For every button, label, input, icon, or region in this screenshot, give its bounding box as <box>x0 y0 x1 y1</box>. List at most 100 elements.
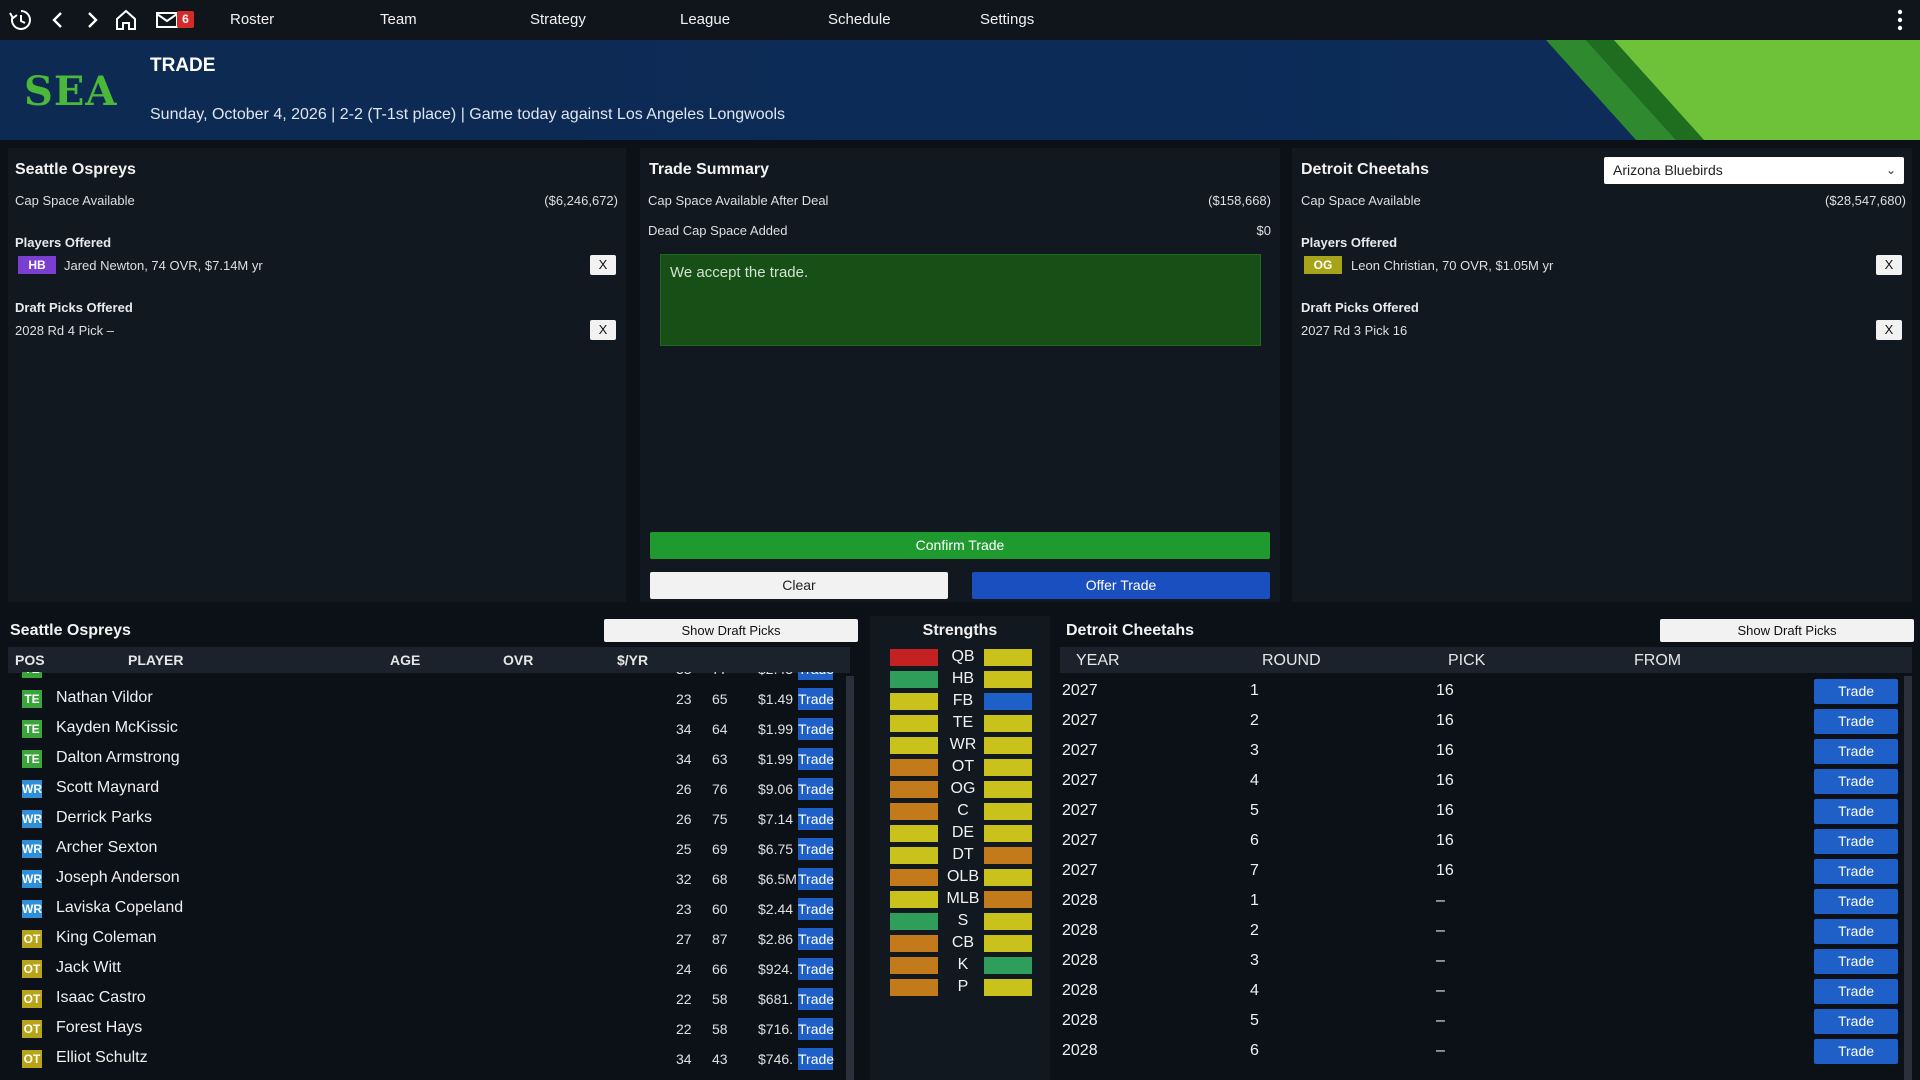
show-draft-picks-button[interactable]: Show Draft Picks <box>604 619 858 642</box>
player-name[interactable]: Joseph Anderson <box>56 869 180 886</box>
trade-button[interactable]: Trade <box>798 988 834 1010</box>
roster-scrollbar[interactable] <box>846 676 854 1080</box>
col-salary[interactable]: $/YR <box>617 652 649 668</box>
col-player[interactable]: PLAYER <box>128 652 184 668</box>
col-pick[interactable]: PICK <box>1448 652 1486 669</box>
player-name[interactable]: Nathan Vildor <box>56 689 153 706</box>
picks-scrollbar[interactable] <box>1904 676 1912 1080</box>
trade-button[interactable]: Trade <box>1814 1009 1898 1034</box>
table-row[interactable]: 2027 2 16 Trade <box>1060 706 1900 736</box>
player-name[interactable]: Isaac Castro <box>56 989 146 1006</box>
player-name[interactable]: Scott Maynard <box>56 779 160 796</box>
col-ovr[interactable]: OVR <box>503 652 534 668</box>
table-row[interactable]: OT Isaac Castro 22 58 $681. Trade <box>8 984 848 1014</box>
table-row[interactable]: TE Kayden McKissic 34 64 $1.99 Trade <box>8 714 848 744</box>
table-row[interactable]: OT Jack Witt 24 66 $924. Trade <box>8 954 848 984</box>
table-row[interactable]: OT King Coleman 27 87 $2.86 Trade <box>8 924 848 954</box>
trade-button[interactable]: Trade <box>1814 919 1898 944</box>
table-row[interactable]: 2027 5 16 Trade <box>1060 796 1900 826</box>
player-name[interactable]: Forest Hays <box>56 1019 143 1036</box>
trade-button[interactable]: Trade <box>1814 829 1898 854</box>
player-name[interactable]: Dalton Armstrong <box>56 749 180 766</box>
table-row[interactable]: 2028 1 – Trade <box>1060 886 1900 916</box>
table-row[interactable]: 2027 4 16 Trade <box>1060 766 1900 796</box>
more-menu-icon[interactable] <box>1890 8 1910 32</box>
table-row[interactable]: TE Dalton Armstrong 34 63 $1.99 Trade <box>8 744 848 774</box>
table-row[interactable]: 2028 4 – Trade <box>1060 976 1900 1006</box>
forward-icon[interactable] <box>80 8 104 32</box>
table-row[interactable]: WR Archer Sexton 25 69 $6.75 Trade <box>8 834 848 864</box>
table-row[interactable]: 2028 3 – Trade <box>1060 946 1900 976</box>
remove-player-button[interactable]: X <box>590 255 616 275</box>
player-name[interactable]: King Coleman <box>56 929 157 946</box>
trade-button[interactable]: Trade <box>1814 769 1898 794</box>
confirm-trade-button[interactable]: Confirm Trade <box>650 532 1270 559</box>
remove-pick-button[interactable]: X <box>1876 320 1902 340</box>
col-year[interactable]: YEAR <box>1076 652 1120 669</box>
nav-league[interactable]: League <box>680 11 731 28</box>
player-name[interactable]: Kayden McKissic <box>56 719 178 736</box>
offer-trade-button[interactable]: Offer Trade <box>972 572 1270 599</box>
nav-strategy[interactable]: Strategy <box>530 11 586 28</box>
trade-button[interactable]: Trade <box>798 748 834 770</box>
trade-button[interactable]: Trade <box>798 868 834 890</box>
col-age[interactable]: AGE <box>390 652 421 668</box>
table-row[interactable]: WR Scott Maynard 26 76 $9.06 Trade <box>8 774 848 804</box>
trade-button[interactable]: Trade <box>798 718 834 740</box>
trade-button[interactable]: Trade <box>1814 859 1898 884</box>
table-row[interactable]: 2028 6 – Trade <box>1060 1036 1900 1066</box>
table-row[interactable]: 2027 1 16 Trade <box>1060 676 1900 706</box>
trade-button[interactable]: Trade <box>1814 979 1898 1004</box>
player-name[interactable]: Archer Sexton <box>56 839 158 856</box>
col-round[interactable]: ROUND <box>1262 652 1321 669</box>
player-name[interactable]: Elliot Schultz <box>56 1049 148 1066</box>
trade-button[interactable]: Trade <box>798 928 834 950</box>
trade-button[interactable]: Trade <box>1814 799 1898 824</box>
player-name[interactable]: Juwan Melendez <box>56 672 176 677</box>
show-draft-picks-button[interactable]: Show Draft Picks <box>1660 619 1914 642</box>
trade-button[interactable]: Trade <box>1814 739 1898 764</box>
trade-button[interactable]: Trade <box>798 808 834 830</box>
team-select-dropdown[interactable]: Arizona Bluebirds ⌄ <box>1604 157 1904 184</box>
trade-button[interactable]: Trade <box>798 1018 834 1040</box>
trade-button[interactable]: Trade <box>1814 949 1898 974</box>
trade-button[interactable]: Trade <box>798 778 834 800</box>
table-row[interactable]: WR Joseph Anderson 32 68 $6.5M Trade <box>8 864 848 894</box>
table-row[interactable]: TE Nathan Vildor 23 65 $1.49 Trade <box>8 684 848 714</box>
trade-button[interactable]: Trade <box>798 898 834 920</box>
trade-button[interactable]: Trade <box>798 958 834 980</box>
trade-button[interactable]: Trade <box>798 688 834 710</box>
nav-settings[interactable]: Settings <box>980 11 1035 28</box>
nav-team[interactable]: Team <box>380 11 417 28</box>
table-row[interactable]: 2028 2 – Trade <box>1060 916 1900 946</box>
trade-button[interactable]: Trade <box>1814 1039 1898 1064</box>
remove-pick-button[interactable]: X <box>590 320 616 340</box>
player-name[interactable]: Laviska Copeland <box>56 899 184 916</box>
clear-button[interactable]: Clear <box>650 572 948 599</box>
table-row[interactable]: 2028 5 – Trade <box>1060 1006 1900 1036</box>
trade-button[interactable]: Trade <box>1814 889 1898 914</box>
table-row[interactable]: WR Derrick Parks 26 75 $7.14 Trade <box>8 804 848 834</box>
trade-button[interactable]: Trade <box>1814 709 1898 734</box>
nav-schedule[interactable]: Schedule <box>828 11 891 28</box>
table-row[interactable]: 2027 7 16 Trade <box>1060 856 1900 886</box>
player-name[interactable]: Jack Witt <box>56 959 121 976</box>
col-pos[interactable]: POS <box>15 652 45 668</box>
home-icon[interactable] <box>114 8 138 32</box>
trade-button[interactable]: Trade <box>798 1048 834 1070</box>
table-row[interactable]: 2027 6 16 Trade <box>1060 826 1900 856</box>
mail-icon[interactable] <box>155 8 179 32</box>
table-row[interactable]: 2027 3 16 Trade <box>1060 736 1900 766</box>
table-row[interactable]: OT Forest Hays 22 58 $716. Trade <box>8 1014 848 1044</box>
trade-button[interactable]: Trade <box>1814 679 1898 704</box>
table-row[interactable]: TE Juwan Melendez 33 77 $2.43 Trade <box>8 672 848 684</box>
table-row[interactable]: OT Elliot Schultz 34 43 $746. Trade <box>8 1044 848 1074</box>
table-row[interactable]: WR Laviska Copeland 23 60 $2.44 Trade <box>8 894 848 924</box>
remove-player-button[interactable]: X <box>1876 255 1902 275</box>
player-name[interactable]: Derrick Parks <box>56 809 153 826</box>
col-from[interactable]: FROM <box>1634 652 1682 669</box>
history-icon[interactable] <box>8 8 32 32</box>
trade-button[interactable]: Trade <box>798 838 834 860</box>
nav-roster[interactable]: Roster <box>230 11 275 28</box>
back-icon[interactable] <box>46 8 70 32</box>
